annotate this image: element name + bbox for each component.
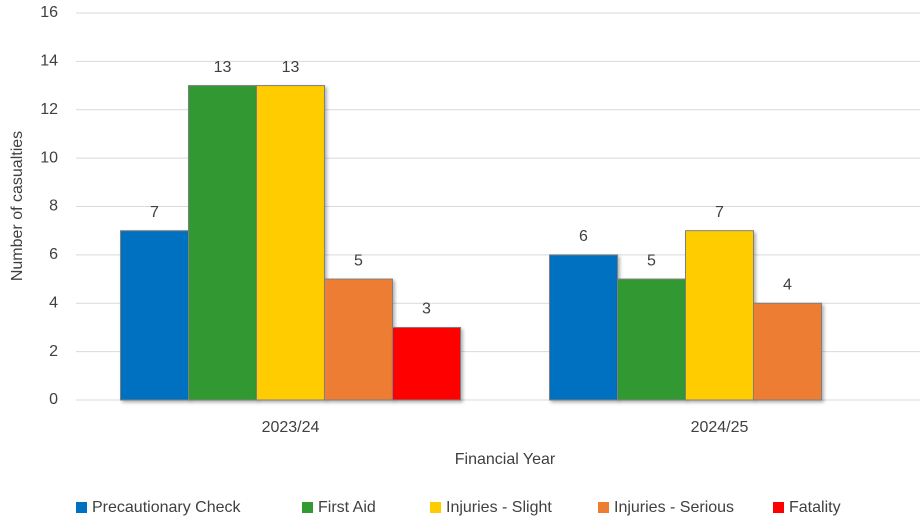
y-tick-label: 0 — [49, 391, 58, 408]
data-label: 4 — [783, 276, 792, 293]
bar — [617, 278, 686, 401]
bar — [549, 254, 618, 401]
legend-swatch — [76, 502, 87, 513]
x-tick-label: 2024/25 — [691, 419, 749, 436]
legend-label: First Aid — [318, 499, 376, 516]
bar — [685, 230, 754, 401]
y-tick-label: 8 — [49, 198, 58, 215]
data-label: 13 — [282, 59, 300, 76]
legend-label: Fatality — [789, 499, 841, 516]
data-label: 7 — [150, 204, 159, 221]
y-tick-label: 14 — [40, 53, 58, 70]
bar — [120, 230, 189, 401]
legend-label: Injuries - Slight — [446, 499, 552, 516]
legend-label: Precautionary Check — [92, 499, 242, 516]
legend-swatch — [773, 502, 784, 513]
legend-swatch — [598, 502, 609, 513]
x-axis-title: Financial Year — [455, 451, 556, 468]
bar — [753, 302, 822, 401]
y-tick-label: 16 — [40, 4, 58, 21]
legend-swatch — [430, 502, 441, 513]
y-tick-label: 12 — [40, 101, 58, 118]
bar — [256, 85, 325, 401]
bar — [188, 85, 257, 401]
x-tick-label: 2023/24 — [262, 419, 320, 436]
y-tick-label: 6 — [49, 246, 58, 263]
bar — [392, 326, 461, 401]
data-label: 6 — [579, 228, 588, 245]
y-tick-label: 4 — [49, 294, 58, 311]
y-tick-label: 10 — [40, 149, 58, 166]
y-tick-label: 2 — [49, 343, 58, 360]
data-label: 5 — [354, 252, 363, 269]
legend-swatch — [302, 502, 313, 513]
data-label: 3 — [422, 301, 431, 318]
data-label: 5 — [647, 252, 656, 269]
bar — [324, 278, 393, 401]
data-label: 7 — [715, 204, 724, 221]
legend-label: Injuries - Serious — [614, 499, 734, 516]
y-axis-title: Number of casualties — [9, 131, 26, 281]
data-label: 13 — [214, 59, 232, 76]
